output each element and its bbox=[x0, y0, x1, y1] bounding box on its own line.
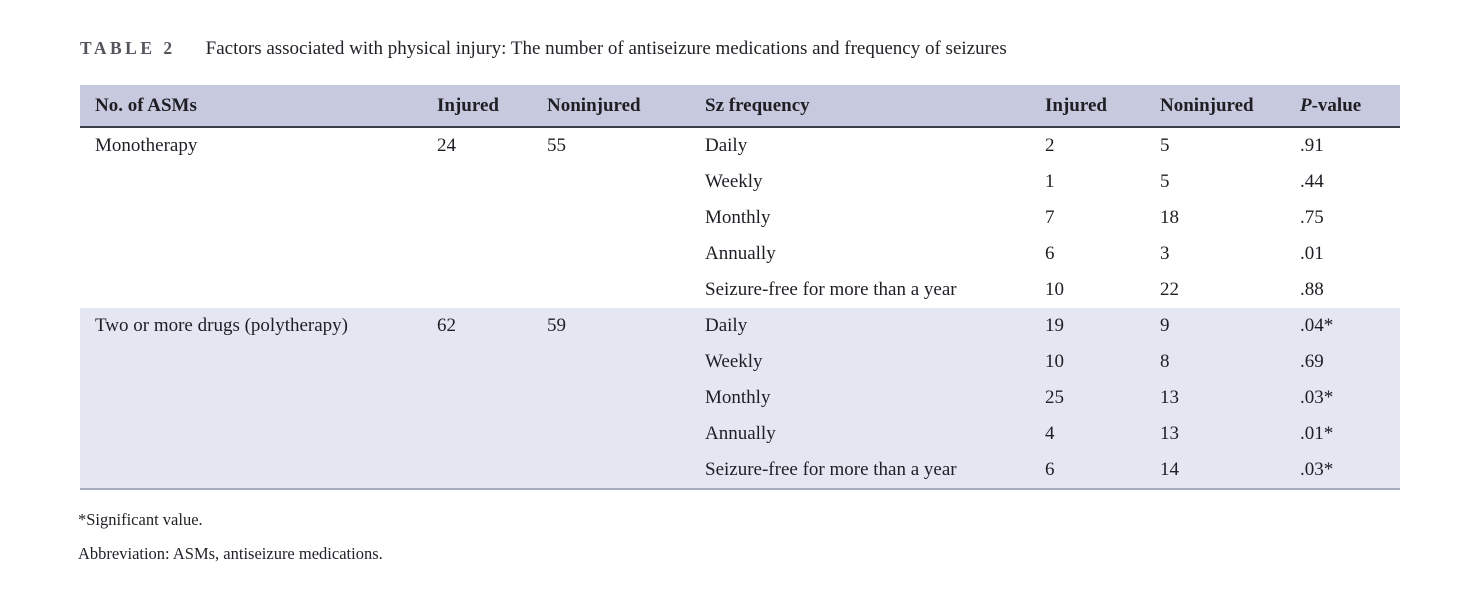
sz-injured-count: 10 bbox=[1045, 272, 1160, 308]
asm-injured-count: 62 bbox=[437, 308, 547, 344]
table-row: Annually 4 13 .01* bbox=[80, 416, 1400, 452]
col-header-noninjured-1: Noninjured bbox=[547, 85, 705, 128]
table-row: Monthly 7 18 .75 bbox=[80, 200, 1400, 236]
empty-cell bbox=[437, 200, 547, 236]
table-number-label: TABLE 2 bbox=[80, 38, 176, 58]
empty-cell bbox=[80, 380, 437, 416]
empty-cell bbox=[547, 200, 705, 236]
empty-cell bbox=[547, 452, 705, 490]
sz-injured-count: 1 bbox=[1045, 164, 1160, 200]
col-header-asms: No. of ASMs bbox=[80, 85, 437, 128]
sz-noninjured-count: 9 bbox=[1160, 308, 1300, 344]
table-row: Monthly 25 13 .03* bbox=[80, 380, 1400, 416]
footnote-abbreviation: Abbreviation: ASMs, antiseizure medicati… bbox=[78, 544, 383, 563]
sz-noninjured-count: 8 bbox=[1160, 344, 1300, 380]
p-value: .03* bbox=[1300, 380, 1400, 416]
empty-cell bbox=[437, 452, 547, 490]
asm-injured-count: 24 bbox=[437, 127, 547, 164]
sz-injured-count: 10 bbox=[1045, 344, 1160, 380]
sz-frequency-label: Annually bbox=[705, 236, 1045, 272]
table-row: Seizure-free for more than a year 10 22 … bbox=[80, 272, 1400, 308]
p-value-rest-part: -value bbox=[1311, 94, 1362, 116]
table-row: Monotherapy 24 55 Daily 2 5 .91 bbox=[80, 127, 1400, 164]
empty-cell bbox=[437, 236, 547, 272]
empty-cell bbox=[80, 452, 437, 490]
p-value: .88 bbox=[1300, 272, 1400, 308]
sz-noninjured-count: 5 bbox=[1160, 164, 1300, 200]
sz-injured-count: 6 bbox=[1045, 452, 1160, 490]
table-row: Two or more drugs (polytherapy) 62 59 Da… bbox=[80, 308, 1400, 344]
col-header-injured-1: Injured bbox=[437, 85, 547, 128]
empty-cell bbox=[437, 164, 547, 200]
sz-injured-count: 2 bbox=[1045, 127, 1160, 164]
p-value: .44 bbox=[1300, 164, 1400, 200]
table-row: Weekly 1 5 .44 bbox=[80, 164, 1400, 200]
asm-noninjured-count: 55 bbox=[547, 127, 705, 164]
p-value: .91 bbox=[1300, 127, 1400, 164]
sz-frequency-label: Daily bbox=[705, 308, 1045, 344]
sz-noninjured-count: 13 bbox=[1160, 380, 1300, 416]
sz-noninjured-count: 3 bbox=[1160, 236, 1300, 272]
empty-cell bbox=[547, 344, 705, 380]
sz-frequency-label: Daily bbox=[705, 127, 1045, 164]
asm-group-label: Two or more drugs (polytherapy) bbox=[80, 308, 437, 344]
p-value: .01 bbox=[1300, 236, 1400, 272]
sz-injured-count: 4 bbox=[1045, 416, 1160, 452]
sz-frequency-label: Weekly bbox=[705, 164, 1045, 200]
table-footnotes: *Significant value. Abbreviation: ASMs, … bbox=[78, 503, 1474, 571]
empty-cell bbox=[547, 416, 705, 452]
col-header-noninjured-2: Noninjured bbox=[1160, 85, 1300, 128]
empty-cell bbox=[547, 272, 705, 308]
sz-noninjured-count: 22 bbox=[1160, 272, 1300, 308]
empty-cell bbox=[547, 164, 705, 200]
sz-injured-count: 25 bbox=[1045, 380, 1160, 416]
sz-noninjured-count: 18 bbox=[1160, 200, 1300, 236]
footnote-significant-value: *Significant value. bbox=[78, 510, 203, 529]
sz-noninjured-count: 14 bbox=[1160, 452, 1300, 490]
table-caption-text: Factors associated with physical injury:… bbox=[205, 38, 1007, 59]
p-value: .01* bbox=[1300, 416, 1400, 452]
p-value: .03* bbox=[1300, 452, 1400, 490]
p-value-italic-part: P bbox=[1300, 94, 1312, 116]
sz-injured-count: 7 bbox=[1045, 200, 1160, 236]
empty-cell bbox=[80, 164, 437, 200]
sz-frequency-label: Seizure-free for more than a year bbox=[705, 272, 1045, 308]
sz-injured-count: 6 bbox=[1045, 236, 1160, 272]
empty-cell bbox=[80, 236, 437, 272]
p-value: .75 bbox=[1300, 200, 1400, 236]
sz-frequency-label: Monthly bbox=[705, 380, 1045, 416]
table-row: Seizure-free for more than a year 6 14 .… bbox=[80, 452, 1400, 490]
data-table: No. of ASMs Injured Noninjured Sz freque… bbox=[80, 85, 1400, 490]
sz-frequency-label: Monthly bbox=[705, 200, 1045, 236]
asm-group-label: Monotherapy bbox=[80, 127, 437, 164]
empty-cell bbox=[80, 272, 437, 308]
empty-cell bbox=[80, 200, 437, 236]
table-row: Annually 6 3 .01 bbox=[80, 236, 1400, 272]
empty-cell bbox=[547, 380, 705, 416]
empty-cell bbox=[80, 344, 437, 380]
p-value: .04* bbox=[1300, 308, 1400, 344]
sz-injured-count: 19 bbox=[1045, 308, 1160, 344]
sz-frequency-label: Annually bbox=[705, 416, 1045, 452]
empty-cell bbox=[80, 416, 437, 452]
header-row: No. of ASMs Injured Noninjured Sz freque… bbox=[80, 85, 1400, 128]
sz-frequency-label: Weekly bbox=[705, 344, 1045, 380]
empty-cell bbox=[547, 236, 705, 272]
col-header-sz-frequency: Sz frequency bbox=[705, 85, 1045, 128]
empty-cell bbox=[437, 272, 547, 308]
empty-cell bbox=[437, 344, 547, 380]
col-header-injured-2: Injured bbox=[1045, 85, 1160, 128]
col-header-p-value: P-value bbox=[1300, 85, 1400, 128]
sz-noninjured-count: 5 bbox=[1160, 127, 1300, 164]
table-caption: TABLE 2 Factors associated with physical … bbox=[80, 38, 1474, 60]
sz-noninjured-count: 13 bbox=[1160, 416, 1300, 452]
sz-frequency-label: Seizure-free for more than a year bbox=[705, 452, 1045, 490]
asm-noninjured-count: 59 bbox=[547, 308, 705, 344]
empty-cell bbox=[437, 380, 547, 416]
p-value: .69 bbox=[1300, 344, 1400, 380]
table-row: Weekly 10 8 .69 bbox=[80, 344, 1400, 380]
empty-cell bbox=[437, 416, 547, 452]
